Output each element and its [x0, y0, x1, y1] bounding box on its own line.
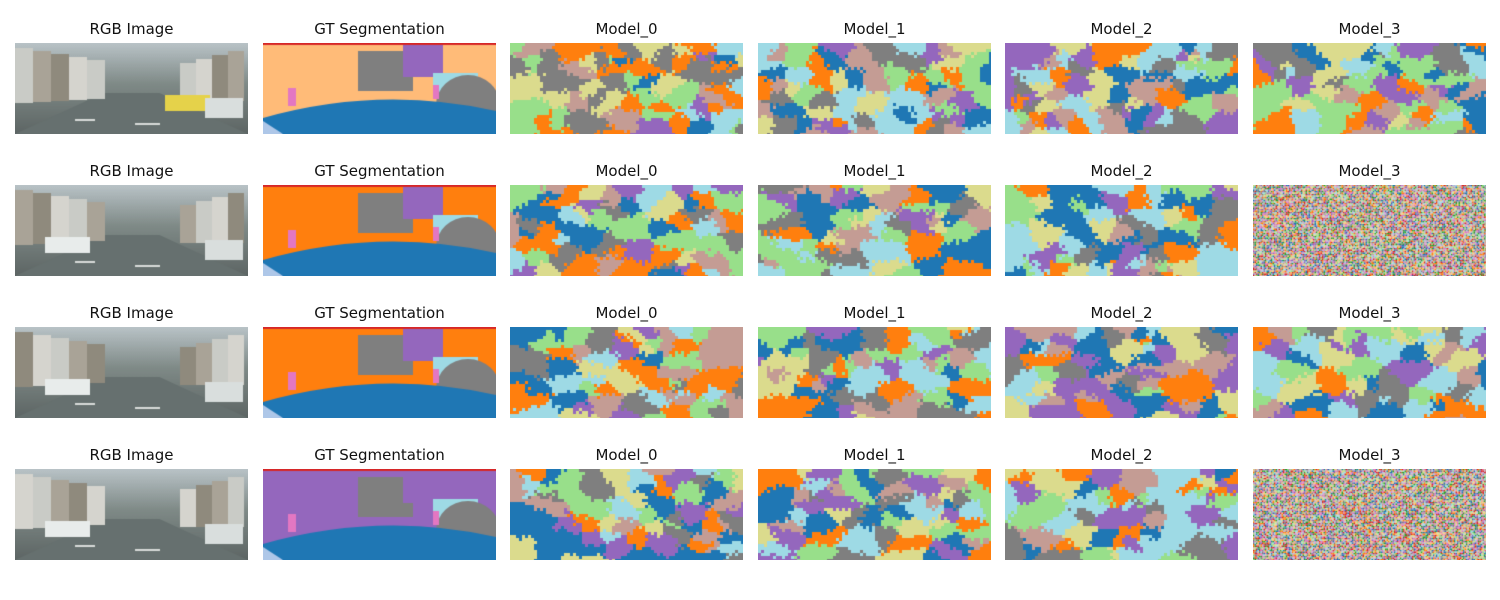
- panel-r2-c1: GT Segmentation: [263, 304, 496, 418]
- panel-title: Model_3: [1338, 446, 1401, 464]
- model-prediction-map: [510, 43, 743, 134]
- panel-r0-c2: Model_0: [510, 20, 743, 134]
- panel-r2-c5: Model_3: [1253, 304, 1486, 418]
- panel-title: RGB Image: [89, 162, 174, 180]
- panel-title: GT Segmentation: [314, 162, 445, 180]
- panel-r2-c3: Model_1: [758, 304, 991, 418]
- panel-title: Model_2: [1090, 304, 1153, 322]
- panel-r2-c0: RGB Image: [15, 304, 248, 418]
- model-prediction-map: [510, 469, 743, 560]
- model-prediction-map: [1253, 185, 1486, 276]
- panel-r2-c4: Model_2: [1005, 304, 1238, 418]
- panel-title: RGB Image: [89, 446, 174, 464]
- panel-title: GT Segmentation: [314, 446, 445, 464]
- panel-title: Model_1: [843, 20, 906, 38]
- rgb-image: [15, 469, 248, 560]
- panel-title: Model_3: [1338, 162, 1401, 180]
- panel-title: Model_2: [1090, 446, 1153, 464]
- panel-title: Model_2: [1090, 162, 1153, 180]
- panel-r2-c2: Model_0: [510, 304, 743, 418]
- gt-segmentation-map: [263, 469, 496, 560]
- rgb-image: [15, 327, 248, 418]
- panel-title: GT Segmentation: [314, 304, 445, 322]
- model-prediction-map: [1253, 469, 1486, 560]
- panel-r3-c5: Model_3: [1253, 446, 1486, 560]
- panel-title: Model_2: [1090, 20, 1153, 38]
- panel-r1-c5: Model_3: [1253, 162, 1486, 276]
- model-prediction-map: [1005, 43, 1238, 134]
- gt-segmentation-map: [263, 43, 496, 134]
- gt-segmentation-map: [263, 185, 496, 276]
- panel-r0-c4: Model_2: [1005, 20, 1238, 134]
- panel-r3-c1: GT Segmentation: [263, 446, 496, 560]
- panel-title: RGB Image: [89, 304, 174, 322]
- model-prediction-map: [758, 327, 991, 418]
- model-prediction-map: [1005, 469, 1238, 560]
- model-prediction-map: [510, 327, 743, 418]
- panel-title: Model_0: [595, 162, 658, 180]
- panel-r0-c3: Model_1: [758, 20, 991, 134]
- model-prediction-map: [1005, 327, 1238, 418]
- panel-title: Model_0: [595, 304, 658, 322]
- gt-segmentation-map: [263, 327, 496, 418]
- model-prediction-map: [758, 43, 991, 134]
- panel-title: Model_0: [595, 446, 658, 464]
- panel-title: Model_3: [1338, 20, 1401, 38]
- panel-r0-c0: RGB Image: [15, 20, 248, 134]
- model-prediction-map: [1253, 43, 1486, 134]
- panel-title: Model_1: [843, 304, 906, 322]
- panel-title: GT Segmentation: [314, 20, 445, 38]
- rgb-image: [15, 185, 248, 276]
- panel-r1-c3: Model_1: [758, 162, 991, 276]
- panel-r3-c2: Model_0: [510, 446, 743, 560]
- panel-r3-c4: Model_2: [1005, 446, 1238, 560]
- panel-r0-c5: Model_3: [1253, 20, 1486, 134]
- panel-r1-c2: Model_0: [510, 162, 743, 276]
- panel-title: RGB Image: [89, 20, 174, 38]
- panel-r0-c1: GT Segmentation: [263, 20, 496, 134]
- model-prediction-map: [510, 185, 743, 276]
- panel-r1-c0: RGB Image: [15, 162, 248, 276]
- model-prediction-map: [1253, 327, 1486, 418]
- model-prediction-map: [758, 469, 991, 560]
- panel-title: Model_3: [1338, 304, 1401, 322]
- panel-title: Model_1: [843, 162, 906, 180]
- panel-title: Model_1: [843, 446, 906, 464]
- panel-r1-c4: Model_2: [1005, 162, 1238, 276]
- model-prediction-map: [758, 185, 991, 276]
- panel-r3-c0: RGB Image: [15, 446, 248, 560]
- panel-r3-c3: Model_1: [758, 446, 991, 560]
- rgb-image: [15, 43, 248, 134]
- panel-title: Model_0: [595, 20, 658, 38]
- model-prediction-map: [1005, 185, 1238, 276]
- panel-r1-c1: GT Segmentation: [263, 162, 496, 276]
